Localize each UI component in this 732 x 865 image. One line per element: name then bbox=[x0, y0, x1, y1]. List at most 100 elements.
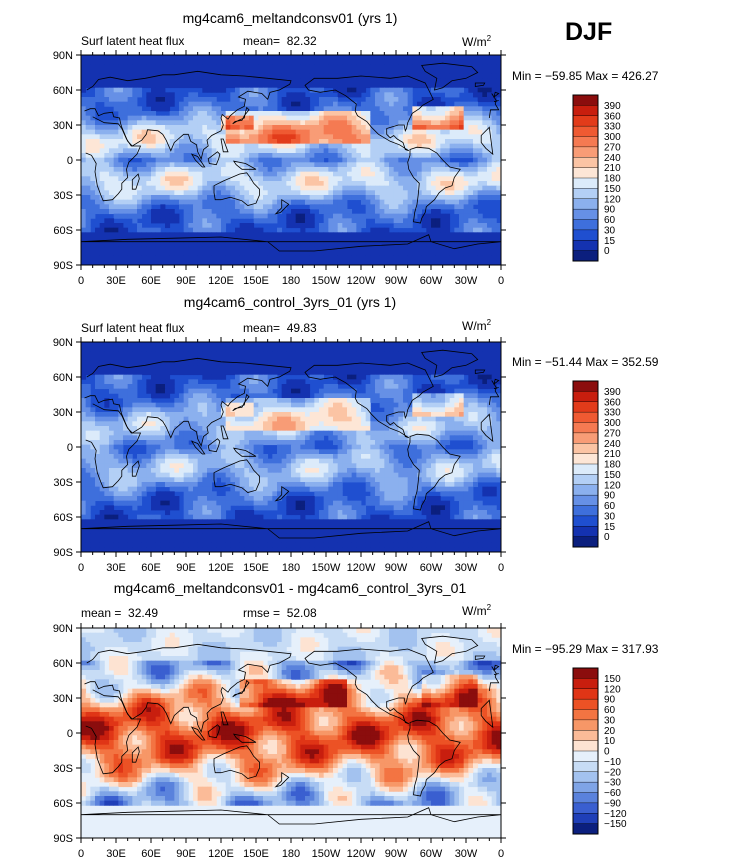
field-cell bbox=[323, 73, 329, 79]
field-cell bbox=[477, 365, 483, 371]
field-cell bbox=[118, 181, 124, 187]
field-cell bbox=[379, 162, 385, 168]
field-cell bbox=[281, 73, 287, 79]
field-cell bbox=[155, 162, 161, 168]
field-cell bbox=[197, 360, 203, 366]
field-cell bbox=[165, 185, 171, 191]
x-tick-label: 150E bbox=[243, 275, 269, 287]
field-cell bbox=[333, 157, 339, 163]
field-cell bbox=[132, 251, 138, 257]
field-cell bbox=[309, 64, 315, 70]
field-cell bbox=[188, 393, 194, 399]
field-cell bbox=[81, 260, 87, 265]
field-cell bbox=[491, 87, 497, 93]
field-cell bbox=[137, 346, 143, 352]
field-cell bbox=[300, 213, 306, 219]
field-cell bbox=[244, 388, 250, 394]
field-cell bbox=[193, 237, 199, 243]
field-cell bbox=[403, 106, 409, 112]
field-cell bbox=[151, 101, 157, 107]
field-cell bbox=[221, 134, 227, 140]
field-cell bbox=[487, 111, 493, 117]
field-cell bbox=[389, 195, 395, 201]
field-cell bbox=[188, 106, 194, 112]
field-cell bbox=[454, 143, 460, 149]
field-cell bbox=[403, 199, 409, 205]
field-cell bbox=[179, 129, 185, 135]
field-cell bbox=[365, 139, 371, 145]
field-cell bbox=[235, 134, 241, 140]
field-cell bbox=[239, 134, 245, 140]
field-cell bbox=[85, 73, 91, 79]
field-cell bbox=[155, 115, 161, 121]
field-cell bbox=[286, 199, 292, 205]
field-cell bbox=[370, 59, 376, 65]
field-cell bbox=[431, 157, 437, 163]
field-cell bbox=[459, 83, 465, 89]
colorbar-level-label: 240 bbox=[604, 153, 621, 164]
field-cell bbox=[99, 87, 105, 93]
field-cell bbox=[379, 374, 385, 380]
field-cell bbox=[151, 251, 157, 257]
field-cell bbox=[440, 111, 446, 117]
field-cell bbox=[286, 167, 292, 173]
field-cell bbox=[183, 342, 189, 348]
field-cell bbox=[328, 181, 334, 187]
field-cell bbox=[253, 255, 259, 261]
field-cell bbox=[459, 218, 465, 224]
field-cell bbox=[379, 59, 385, 65]
field-cell bbox=[347, 64, 353, 70]
field-cell bbox=[459, 190, 465, 196]
field-cell bbox=[291, 260, 297, 265]
field-cell bbox=[323, 162, 329, 168]
field-cell bbox=[482, 365, 488, 371]
field-cell bbox=[225, 246, 231, 252]
field-cell bbox=[109, 227, 115, 233]
field-cell bbox=[286, 195, 292, 201]
field-cell bbox=[431, 87, 437, 93]
field-cell bbox=[473, 388, 479, 394]
field-cell bbox=[347, 223, 353, 229]
field-cell bbox=[365, 171, 371, 177]
field-cell bbox=[277, 171, 283, 177]
field-cell bbox=[244, 125, 250, 131]
field-cell bbox=[235, 153, 241, 159]
field-cell bbox=[361, 237, 367, 243]
field-cell bbox=[85, 171, 91, 177]
field-cell bbox=[333, 171, 339, 177]
field-cell bbox=[403, 398, 409, 404]
field-cell bbox=[351, 129, 357, 135]
field-cell bbox=[230, 92, 236, 98]
field-cell bbox=[440, 374, 446, 380]
field-cell bbox=[496, 171, 501, 177]
field-cell bbox=[440, 204, 446, 210]
field-cell bbox=[141, 69, 147, 75]
field-cell bbox=[384, 232, 390, 238]
field-cell bbox=[244, 92, 250, 98]
field-cell bbox=[356, 260, 362, 265]
field-cell bbox=[291, 398, 297, 404]
field-cell bbox=[127, 134, 133, 140]
field-cell bbox=[244, 342, 250, 348]
field-cell bbox=[333, 120, 339, 126]
field-cell bbox=[407, 384, 413, 390]
x-tick-label: 120W bbox=[347, 275, 376, 287]
field-cell bbox=[244, 115, 250, 121]
field-cell bbox=[235, 139, 241, 145]
field-cell bbox=[109, 360, 115, 366]
field-cell bbox=[174, 120, 180, 126]
field-cell bbox=[174, 402, 180, 408]
field-cell bbox=[151, 365, 157, 371]
field-cell bbox=[221, 260, 227, 265]
field-cell bbox=[169, 342, 175, 348]
field-cell bbox=[295, 134, 301, 140]
field-cell bbox=[482, 143, 488, 149]
field-cell bbox=[398, 176, 404, 182]
field-cell bbox=[137, 398, 143, 404]
field-cell bbox=[197, 370, 203, 376]
field-cell bbox=[267, 69, 273, 75]
field-cell bbox=[113, 342, 119, 348]
field-cell bbox=[379, 195, 385, 201]
field-cell bbox=[137, 360, 143, 366]
field-cell bbox=[123, 398, 129, 404]
